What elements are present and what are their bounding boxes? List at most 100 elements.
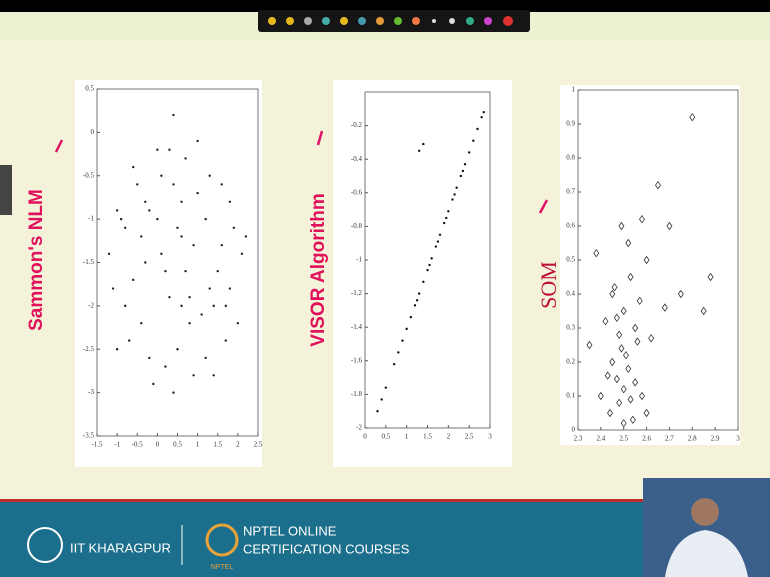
data-point [200, 313, 202, 315]
data-point [451, 198, 453, 200]
data-point [405, 328, 407, 330]
y-tick-label: -0.5 [83, 171, 95, 179]
y-tick-label: -1.6 [351, 356, 363, 364]
y-tick-label: 0.8 [566, 154, 575, 162]
data-point [140, 235, 142, 237]
y-tick-label: 0.5 [566, 256, 575, 264]
data-point [233, 227, 235, 229]
data-point [172, 183, 174, 185]
data-point [241, 253, 243, 255]
data-point [217, 270, 219, 272]
chart-title: VISOR Algorithm [308, 193, 329, 346]
data-point [132, 279, 134, 281]
data-point [172, 391, 174, 393]
data-point [156, 149, 158, 151]
slide: Sammon's NLM VISOR Algorithm SOM IIT KHA… [0, 0, 770, 577]
x-tick-label: 2.8 [688, 435, 697, 443]
data-point [439, 234, 441, 236]
data-point [172, 114, 174, 116]
data-point [225, 305, 227, 307]
data-point [237, 322, 239, 324]
chart-title: SOM [536, 261, 561, 309]
y-tick-label: 0.6 [566, 222, 575, 230]
data-point [225, 339, 227, 341]
y-tick-label: 0.3 [566, 324, 575, 332]
data-point [472, 140, 474, 142]
data-point [209, 287, 211, 289]
x-tick-label: -0.5 [132, 441, 144, 449]
data-point [209, 175, 211, 177]
institute-name: IIT KHARAGPUR [70, 540, 171, 555]
y-tick-label: 0 [91, 128, 95, 136]
data-point [464, 163, 466, 165]
data-point [213, 374, 215, 376]
data-point [188, 322, 190, 324]
y-tick-label: -0.2 [351, 121, 363, 129]
x-tick-label: 1.5 [423, 433, 432, 441]
data-point [120, 218, 122, 220]
data-point [144, 261, 146, 263]
data-point [152, 383, 154, 385]
y-tick-label: -0.6 [351, 188, 363, 196]
y-tick-label: -1 [88, 215, 94, 223]
x-tick-label: 3 [488, 433, 492, 441]
nptel-line: CERTIFICATION COURSES [243, 541, 410, 556]
data-point [418, 150, 420, 152]
data-point [140, 322, 142, 324]
y-tick-label: -2.5 [83, 345, 95, 353]
x-tick-label: 2.3 [574, 435, 583, 443]
data-point [229, 287, 231, 289]
x-tick-label: 3 [736, 435, 740, 443]
x-tick-label: 2 [236, 441, 240, 449]
data-point [124, 305, 126, 307]
data-point [188, 296, 190, 298]
data-point [468, 151, 470, 153]
x-tick-label: 2.5 [465, 433, 474, 441]
data-point [168, 149, 170, 151]
y-tick-label: 0.9 [566, 120, 575, 128]
x-tick-label: 0.5 [381, 433, 390, 441]
nptel-logo-text: NPTEL [211, 564, 234, 571]
data-point [435, 245, 437, 247]
x-tick-label: 1.5 [213, 441, 222, 449]
data-point [180, 201, 182, 203]
data-point [132, 166, 134, 168]
data-point [245, 235, 247, 237]
data-point [160, 175, 162, 177]
x-tick-label: 2.5 [254, 441, 263, 449]
data-point [168, 296, 170, 298]
x-tick-label: 2.6 [642, 435, 651, 443]
data-point [144, 201, 146, 203]
data-point [164, 365, 166, 367]
chart-title: Sammon's NLM [26, 189, 47, 331]
y-tick-label: -0.4 [351, 155, 363, 163]
data-point [455, 187, 457, 189]
data-point [443, 222, 445, 224]
x-tick-label: 2 [447, 433, 451, 441]
data-point [136, 183, 138, 185]
data-point [380, 398, 382, 400]
data-point [393, 363, 395, 365]
y-tick-label: -2 [88, 301, 94, 309]
data-point [116, 348, 118, 350]
x-tick-label: -1 [114, 441, 120, 449]
data-point [385, 386, 387, 388]
data-point [418, 292, 420, 294]
data-point [128, 339, 130, 341]
data-point [160, 253, 162, 255]
data-point [422, 281, 424, 283]
data-point [213, 305, 215, 307]
y-tick-label: -1.2 [351, 289, 363, 297]
data-point [204, 218, 206, 220]
side-tab[interactable] [0, 165, 12, 215]
y-tick-label: -0.8 [351, 222, 363, 230]
data-point [414, 304, 416, 306]
y-tick-label: 0.4 [566, 290, 575, 298]
data-point [184, 270, 186, 272]
y-tick-label: -3 [88, 388, 94, 396]
plot-panel [333, 80, 512, 467]
y-tick-label: -1.4 [351, 323, 363, 331]
x-tick-label: 2.4 [596, 435, 605, 443]
data-point [176, 348, 178, 350]
y-tick-label: 0.7 [566, 188, 575, 196]
